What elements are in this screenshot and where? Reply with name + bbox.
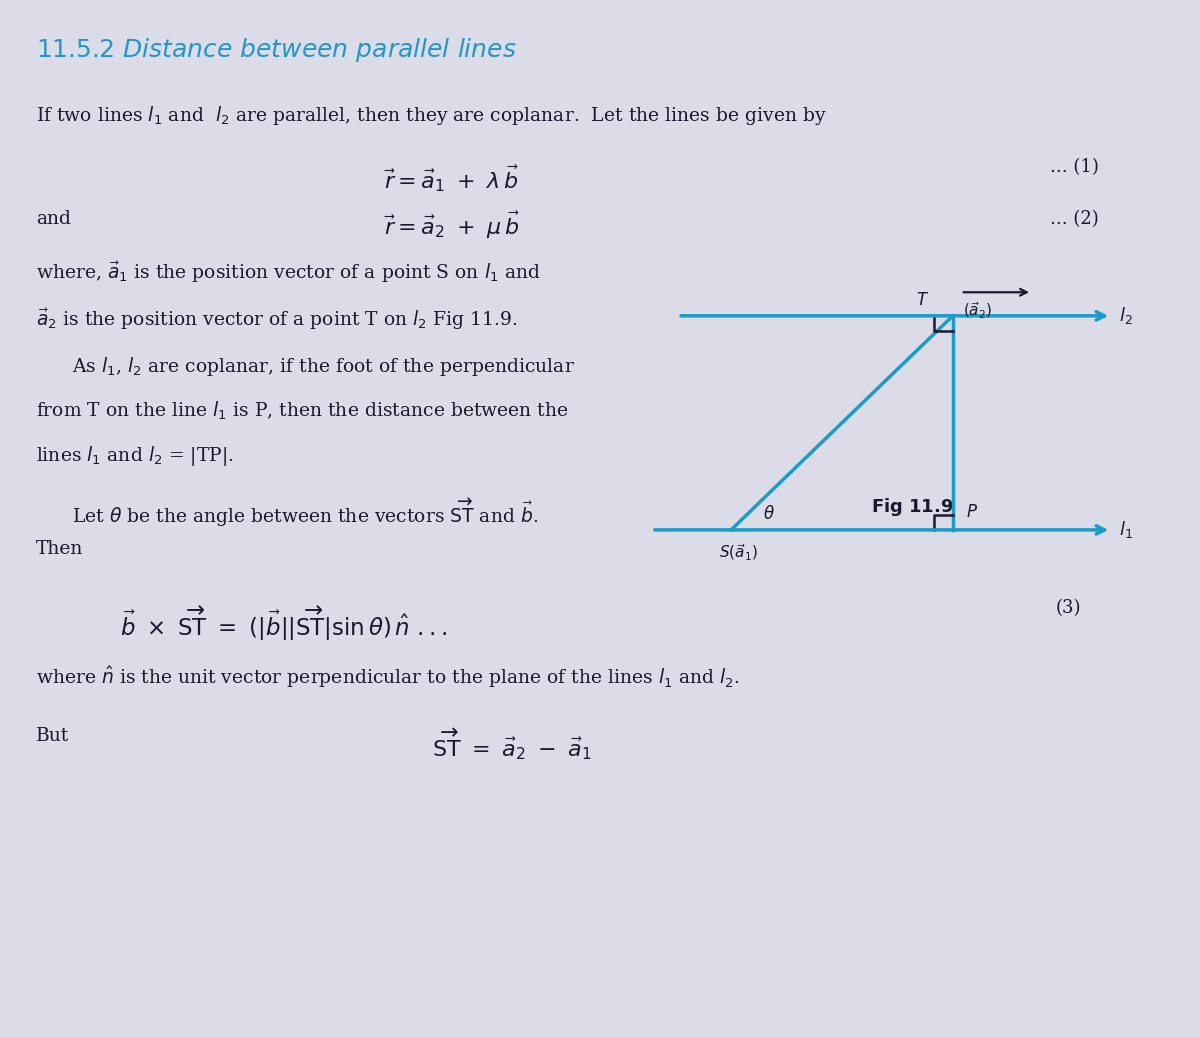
Text: from T on the line $l_1$ is P, then the distance between the: from T on the line $l_1$ is P, then the … — [36, 400, 569, 421]
Text: $P$: $P$ — [966, 504, 978, 521]
Text: $\vec{a}_2$ is the position vector of a point T on $l_2$ Fig 11.9.: $\vec{a}_2$ is the position vector of a … — [36, 307, 517, 332]
Text: where, $\vec{a}_1$ is the position vector of a point S on $l_1$ and: where, $\vec{a}_1$ is the position vecto… — [36, 260, 541, 284]
Text: $\vec{r} = \vec{a}_1\ +\ \lambda\,\vec{b}$: $\vec{r} = \vec{a}_1\ +\ \lambda\,\vec{b… — [384, 163, 518, 194]
Text: $\mathit{11.5.2\ Distance\ between\ parallel\ lines}$: $\mathit{11.5.2\ Distance\ between\ para… — [36, 36, 517, 64]
Text: ... (1): ... (1) — [1050, 158, 1099, 175]
Text: $\vec{b}\ \times\ \overrightarrow{\mathrm{ST}}\ =\ (|\vec{b}||\overrightarrow{\m: $\vec{b}\ \times\ \overrightarrow{\mathr… — [120, 604, 448, 643]
Text: $\mathbf{Fig\ 11.9}$: $\mathbf{Fig\ 11.9}$ — [871, 496, 953, 518]
Text: $l_1$: $l_1$ — [1120, 519, 1133, 541]
Text: $T$: $T$ — [916, 293, 929, 309]
Text: Let $\theta$ be the angle between the vectors $\overrightarrow{\mathrm{ST}}$ and: Let $\theta$ be the angle between the ve… — [72, 496, 539, 528]
Text: and: and — [36, 210, 71, 227]
Text: But: But — [36, 727, 70, 744]
Text: lines $l_1$ and $l_2$ = |TP|.: lines $l_1$ and $l_2$ = |TP|. — [36, 444, 234, 468]
Text: Then: Then — [36, 540, 83, 557]
Text: $\vec{r} = \vec{a}_2\ +\ \mu\,\vec{b}$: $\vec{r} = \vec{a}_2\ +\ \mu\,\vec{b}$ — [384, 210, 520, 241]
Text: $l_2$: $l_2$ — [1120, 305, 1133, 326]
Text: If two lines $l_1$ and  $l_2$ are parallel, then they are coplanar.  Let the lin: If two lines $l_1$ and $l_2$ are paralle… — [36, 104, 827, 127]
Text: ... (2): ... (2) — [1050, 210, 1099, 227]
Text: (3): (3) — [1056, 599, 1081, 617]
Text: As $l_1$, $l_2$ are coplanar, if the foot of the perpendicular: As $l_1$, $l_2$ are coplanar, if the foo… — [72, 355, 575, 378]
Text: $S(\vec{a}_1)$: $S(\vec{a}_1)$ — [720, 543, 758, 563]
Text: where $\hat{n}$ is the unit vector perpendicular to the plane of the lines $l_1$: where $\hat{n}$ is the unit vector perpe… — [36, 664, 739, 690]
Text: $\theta$: $\theta$ — [763, 504, 775, 522]
Text: $\overrightarrow{\mathrm{ST}}\ =\ \vec{a}_2\ -\ \vec{a}_1$: $\overrightarrow{\mathrm{ST}}\ =\ \vec{a… — [432, 727, 592, 763]
Text: $(\vec{a}_2)$: $(\vec{a}_2)$ — [964, 301, 992, 321]
